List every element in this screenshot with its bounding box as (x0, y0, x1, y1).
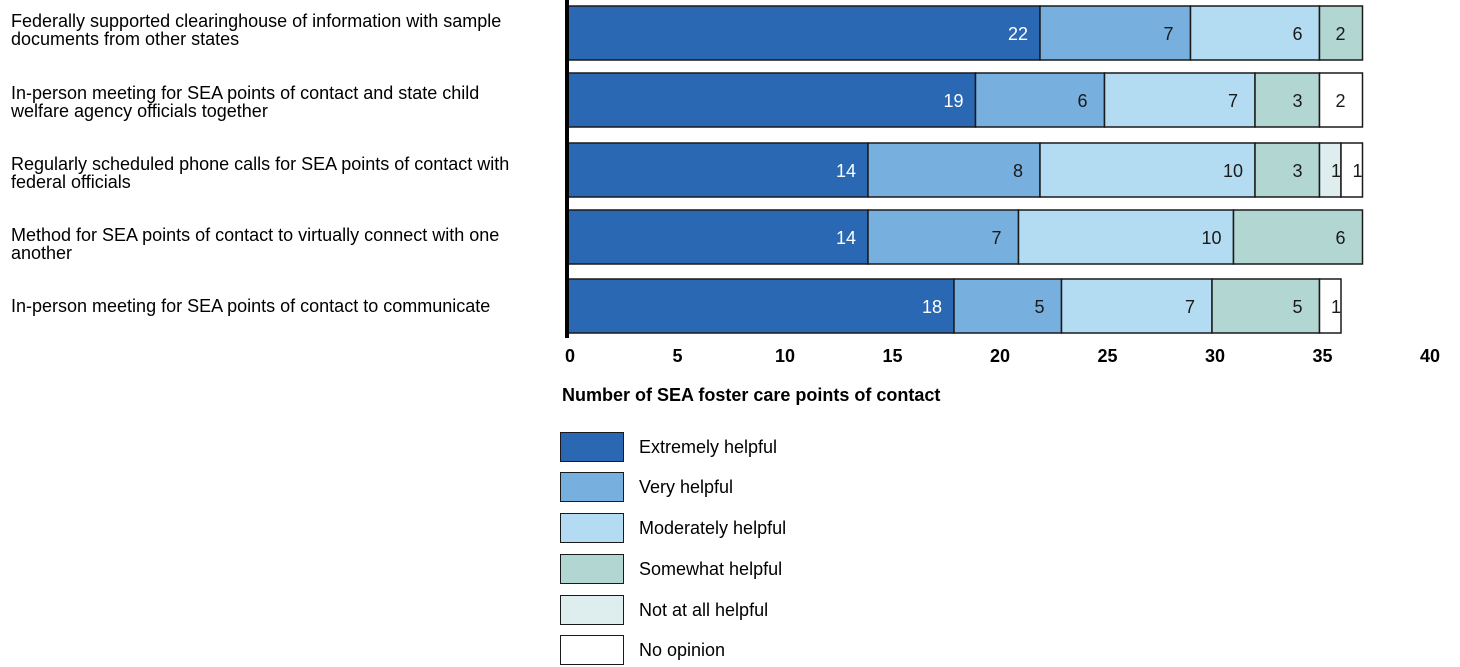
bar-value-label: 7 (1163, 24, 1173, 44)
bar-segment (1340, 142, 1364, 198)
bar-value-label: 10 (1201, 228, 1221, 248)
legend-swatch (560, 432, 624, 462)
bar-value-label: 2 (1335, 91, 1345, 111)
x-tick-label: 35 (1312, 346, 1332, 366)
bar-value-label: 7 (1228, 91, 1238, 111)
legend-label: Extremely helpful (639, 437, 778, 457)
legend-label: Very helpful (639, 477, 734, 497)
x-axis-title: Number of SEA foster care points of cont… (562, 385, 941, 405)
category-label: Federally supported clearinghouse of inf… (11, 11, 502, 49)
bar-value-label: 1 (1331, 161, 1341, 181)
bar-value-label: 6 (1077, 91, 1087, 111)
bar-value-label: 14 (836, 161, 856, 181)
bar-segment (1060, 278, 1213, 334)
x-tick-label: 5 (672, 346, 682, 366)
legend-swatch (560, 595, 624, 625)
bar-segment (1039, 142, 1256, 198)
bar-value-label: 6 (1292, 24, 1302, 44)
bar-segment (867, 142, 1041, 198)
bar-value-label: 5 (1292, 297, 1302, 317)
bar-segment (1211, 278, 1321, 334)
category-label: Method for SEA points of contact to virt… (11, 225, 500, 263)
bar-segment (1232, 209, 1364, 265)
chart-plot: 22 7 6 219 6 7 3 214 8 10 3 1 114 7 10 618 5 7 5 10 5 10 15 20 2… (565, 0, 1440, 366)
x-tick-label: 40 (1420, 346, 1440, 366)
bar-segment (1318, 72, 1364, 128)
bar-value-label: 2 (1335, 24, 1345, 44)
legend-swatch (560, 513, 624, 543)
bar-segment (1318, 5, 1364, 61)
bar-value-label: 7 (991, 228, 1001, 248)
legend-label: Somewhat helpful (639, 559, 783, 579)
legend-swatch (560, 635, 624, 665)
bar-segment (1254, 142, 1321, 198)
bar-value-label: 10 (1223, 161, 1243, 181)
x-tick-label: 30 (1205, 346, 1225, 366)
legend-label: No opinion (639, 640, 726, 660)
bar-segment (566, 278, 955, 334)
bar-segment (566, 72, 977, 128)
category-label: In-person meeting for SEA points of cont… (11, 83, 480, 121)
bar-value-label: 19 (943, 91, 963, 111)
bar-value-label: 3 (1292, 91, 1302, 111)
x-tick-label: 10 (775, 346, 795, 366)
bar-segment (566, 209, 869, 265)
bar-value-label: 5 (1034, 297, 1044, 317)
bar-value-label: 18 (922, 297, 942, 317)
bar-segment (566, 5, 1041, 61)
bar-segment (1318, 278, 1342, 334)
bar-value-label: 7 (1185, 297, 1195, 317)
legend-label: Moderately helpful (639, 518, 787, 538)
legend-swatch (560, 472, 624, 502)
legend-label: Not at all helpful (639, 600, 769, 620)
bar-segment (1017, 209, 1235, 265)
x-tick-label: 15 (882, 346, 902, 366)
bar-segment (1103, 72, 1256, 128)
bar-segment (566, 142, 869, 198)
bar-segment (867, 209, 1020, 265)
category-label: In-person meeting for SEA points of cont… (11, 296, 491, 316)
category-label: Regularly scheduled phone calls for SEA … (11, 154, 510, 192)
legend-swatch (560, 554, 624, 584)
bar-value-label: 14 (836, 228, 856, 248)
bar-segment (974, 72, 1106, 128)
bar-segment (1039, 5, 1192, 61)
bar-value-label: 8 (1013, 161, 1023, 181)
x-tick-label: 0 (565, 346, 575, 366)
bar-segment (1254, 72, 1321, 128)
x-tick-label: 25 (1097, 346, 1117, 366)
x-tick-label: 20 (990, 346, 1010, 366)
bar-value-label: 1 (1352, 161, 1362, 181)
bar-value-label: 3 (1292, 161, 1302, 181)
bar-value-label: 22 (1008, 24, 1028, 44)
bar-segment (953, 278, 1063, 334)
bar-value-label: 6 (1335, 228, 1345, 248)
bar-value-label: 1 (1331, 297, 1341, 317)
